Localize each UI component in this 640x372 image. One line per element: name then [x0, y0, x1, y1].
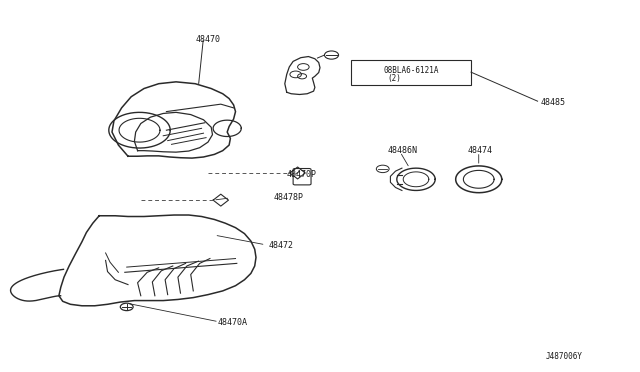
Text: 48470: 48470 — [195, 35, 220, 44]
Text: (2): (2) — [387, 74, 401, 83]
Text: 48478P: 48478P — [274, 193, 304, 202]
Text: 48486N: 48486N — [387, 146, 417, 155]
Text: 08BLA6-6121A: 08BLA6-6121A — [384, 66, 440, 75]
Text: J487006Y: J487006Y — [545, 352, 582, 361]
Bar — [351, 60, 471, 85]
Text: 48472: 48472 — [269, 241, 294, 250]
Text: 48474: 48474 — [467, 146, 492, 155]
Text: 48485: 48485 — [541, 98, 566, 107]
Text: 48470P: 48470P — [287, 170, 317, 179]
Text: 48470A: 48470A — [218, 318, 248, 327]
